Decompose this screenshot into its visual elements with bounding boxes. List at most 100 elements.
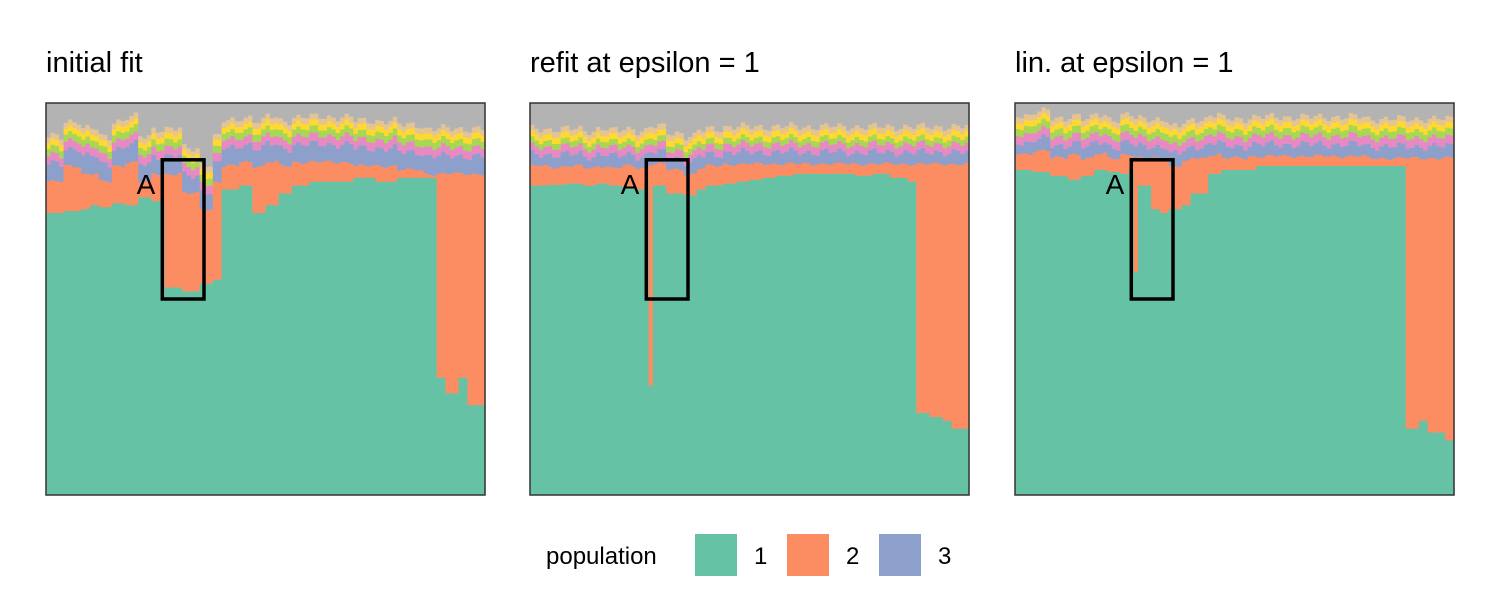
bar-pop1-individual-43 bbox=[718, 185, 724, 496]
bar-pop7-individual-48 bbox=[740, 122, 746, 129]
bar-pop8-individual-13 bbox=[587, 103, 593, 136]
bar-pop3-individual-8 bbox=[565, 150, 571, 167]
bar-pop6-individual-66 bbox=[1304, 120, 1310, 127]
bar-pop1-individual-1 bbox=[1019, 169, 1025, 496]
bar-pop4-individual-67 bbox=[1309, 137, 1315, 146]
bar-pop7-individual-47 bbox=[252, 122, 258, 130]
bar-pop8-individual-16 bbox=[116, 103, 122, 120]
bar-pop6-individual-64 bbox=[326, 120, 332, 128]
bar-pop6-individual-6 bbox=[72, 127, 78, 134]
bar-pop4-individual-69 bbox=[348, 135, 354, 145]
bar-pop8-individual-26 bbox=[644, 103, 650, 128]
bar-pop5-individual-76 bbox=[1348, 124, 1354, 132]
highlight-label-initial-fit: A bbox=[137, 169, 156, 200]
bar-pop4-individual-49 bbox=[745, 142, 751, 151]
bar-pop6-individual-11 bbox=[94, 135, 100, 142]
bar-pop4-individual-21 bbox=[622, 147, 628, 156]
bar-pop6-individual-89 bbox=[920, 128, 926, 135]
bar-pop7-individual-58 bbox=[784, 125, 790, 133]
bar-pop5-individual-44 bbox=[723, 137, 729, 144]
bar-pop6-individual-95 bbox=[463, 137, 469, 144]
bar-pop6-individual-30 bbox=[661, 129, 667, 136]
bar-pop7-individual-53 bbox=[278, 118, 284, 125]
bar-pop8-individual-51 bbox=[1238, 103, 1244, 119]
bar-pop8-individual-48 bbox=[256, 103, 262, 123]
bar-pop8-individual-57 bbox=[296, 103, 302, 115]
bar-pop2-individual-57 bbox=[1265, 154, 1271, 167]
bar-pop4-individual-51 bbox=[753, 143, 759, 152]
bar-pop4-individual-90 bbox=[925, 144, 931, 153]
bar-pop7-individual-27 bbox=[648, 126, 654, 133]
bar-pop5-individual-32 bbox=[1155, 128, 1161, 137]
bar-pop4-individual-89 bbox=[1405, 139, 1411, 149]
bar-pop4-individual-36 bbox=[204, 185, 210, 195]
bar-pop2-individual-88 bbox=[916, 162, 922, 413]
bar-pop1-individual-49 bbox=[1230, 169, 1236, 496]
bar-pop7-individual-11 bbox=[94, 129, 100, 136]
bar-pop4-individual-55 bbox=[287, 143, 293, 153]
bar-pop1-individual-45 bbox=[1212, 173, 1218, 496]
bar-pop3-individual-89 bbox=[436, 155, 442, 174]
bar-pop3-individual-83 bbox=[1379, 146, 1385, 158]
bar-pop5-individual-42 bbox=[1199, 132, 1205, 140]
bar-pop6-individual-26 bbox=[160, 137, 166, 144]
bar-pop7-individual-90 bbox=[1410, 120, 1416, 127]
bar-pop5-individual-33 bbox=[1159, 132, 1165, 140]
bar-pop2-individual-63 bbox=[806, 163, 812, 174]
bar-pop6-individual-75 bbox=[375, 125, 381, 132]
bar-pop1-individual-99 bbox=[964, 428, 970, 496]
bar-pop8-individual-31 bbox=[666, 103, 672, 135]
bar-pop4-individual-7 bbox=[76, 143, 82, 153]
bar-pop4-individual-79 bbox=[1361, 135, 1367, 145]
bar-pop2-individual-87 bbox=[911, 164, 917, 182]
bar-pop6-individual-7 bbox=[76, 130, 82, 137]
bar-pop3-individual-79 bbox=[1361, 144, 1367, 155]
bar-pop2-individual-76 bbox=[863, 165, 869, 176]
bar-pop5-individual-82 bbox=[1374, 134, 1380, 143]
bar-pop6-individual-1 bbox=[534, 134, 540, 141]
bar-pop5-individual-70 bbox=[353, 133, 359, 142]
bar-pop3-individual-48 bbox=[740, 147, 746, 164]
bar-pop2-individual-31 bbox=[666, 170, 672, 194]
bar-pop5-individual-21 bbox=[138, 147, 144, 156]
bar-pop3-individual-50 bbox=[265, 140, 271, 163]
bar-pop6-individual-45 bbox=[243, 123, 249, 130]
bar-pop2-individual-90 bbox=[1410, 156, 1416, 429]
bar-pop6-individual-61 bbox=[797, 135, 803, 142]
bar-pop2-individual-46 bbox=[1216, 153, 1222, 174]
bar-pop6-individual-88 bbox=[916, 130, 922, 137]
bar-pop5-individual-51 bbox=[269, 129, 275, 138]
bar-pop3-individual-9 bbox=[85, 152, 91, 174]
bar-pop8-individual-1 bbox=[50, 103, 56, 133]
plot-frame-linearized bbox=[1014, 102, 1455, 496]
bar-pop1-individual-84 bbox=[898, 177, 904, 496]
bar-pop8-individual-65 bbox=[1300, 103, 1306, 114]
bar-pop5-individual-53 bbox=[1247, 130, 1253, 139]
bar-pop7-individual-30 bbox=[1146, 122, 1152, 129]
bar-pop2-individual-31 bbox=[1151, 156, 1157, 210]
bar-pop8-individual-28 bbox=[652, 103, 658, 129]
bar-pop5-individual-92 bbox=[449, 142, 455, 151]
bar-pop4-individual-58 bbox=[300, 136, 306, 146]
bar-pop8-individual-90 bbox=[1410, 103, 1416, 121]
bar-pop7-individual-88 bbox=[1401, 115, 1407, 123]
bar-pop5-individual-98 bbox=[1445, 127, 1451, 135]
bar-pop2-individual-15 bbox=[111, 165, 117, 204]
bar-pop4-individual-72 bbox=[362, 136, 368, 146]
bar-pop2-individual-12 bbox=[98, 179, 104, 208]
bar-pop2-individual-82 bbox=[1374, 158, 1380, 167]
legend-label-1: 1 bbox=[754, 543, 767, 570]
bar-pop4-individual-39 bbox=[1186, 138, 1192, 148]
bar-pop7-individual-30 bbox=[661, 123, 667, 130]
bar-pop8-individual-47 bbox=[252, 103, 258, 124]
bar-pop1-individual-36 bbox=[688, 195, 694, 496]
bar-pop1-individual-50 bbox=[749, 179, 755, 496]
bar-pop1-individual-52 bbox=[1243, 169, 1249, 496]
bar-pop1-individual-30 bbox=[661, 185, 667, 496]
bar-pop5-individual-57 bbox=[296, 126, 302, 134]
bar-pop5-individual-8 bbox=[565, 137, 571, 144]
bar-pop7-individual-22 bbox=[142, 138, 148, 145]
bar-pop6-individual-41 bbox=[709, 131, 715, 138]
bar-pop8-individual-49 bbox=[261, 103, 267, 118]
bar-pop1-individual-73 bbox=[1335, 165, 1341, 496]
